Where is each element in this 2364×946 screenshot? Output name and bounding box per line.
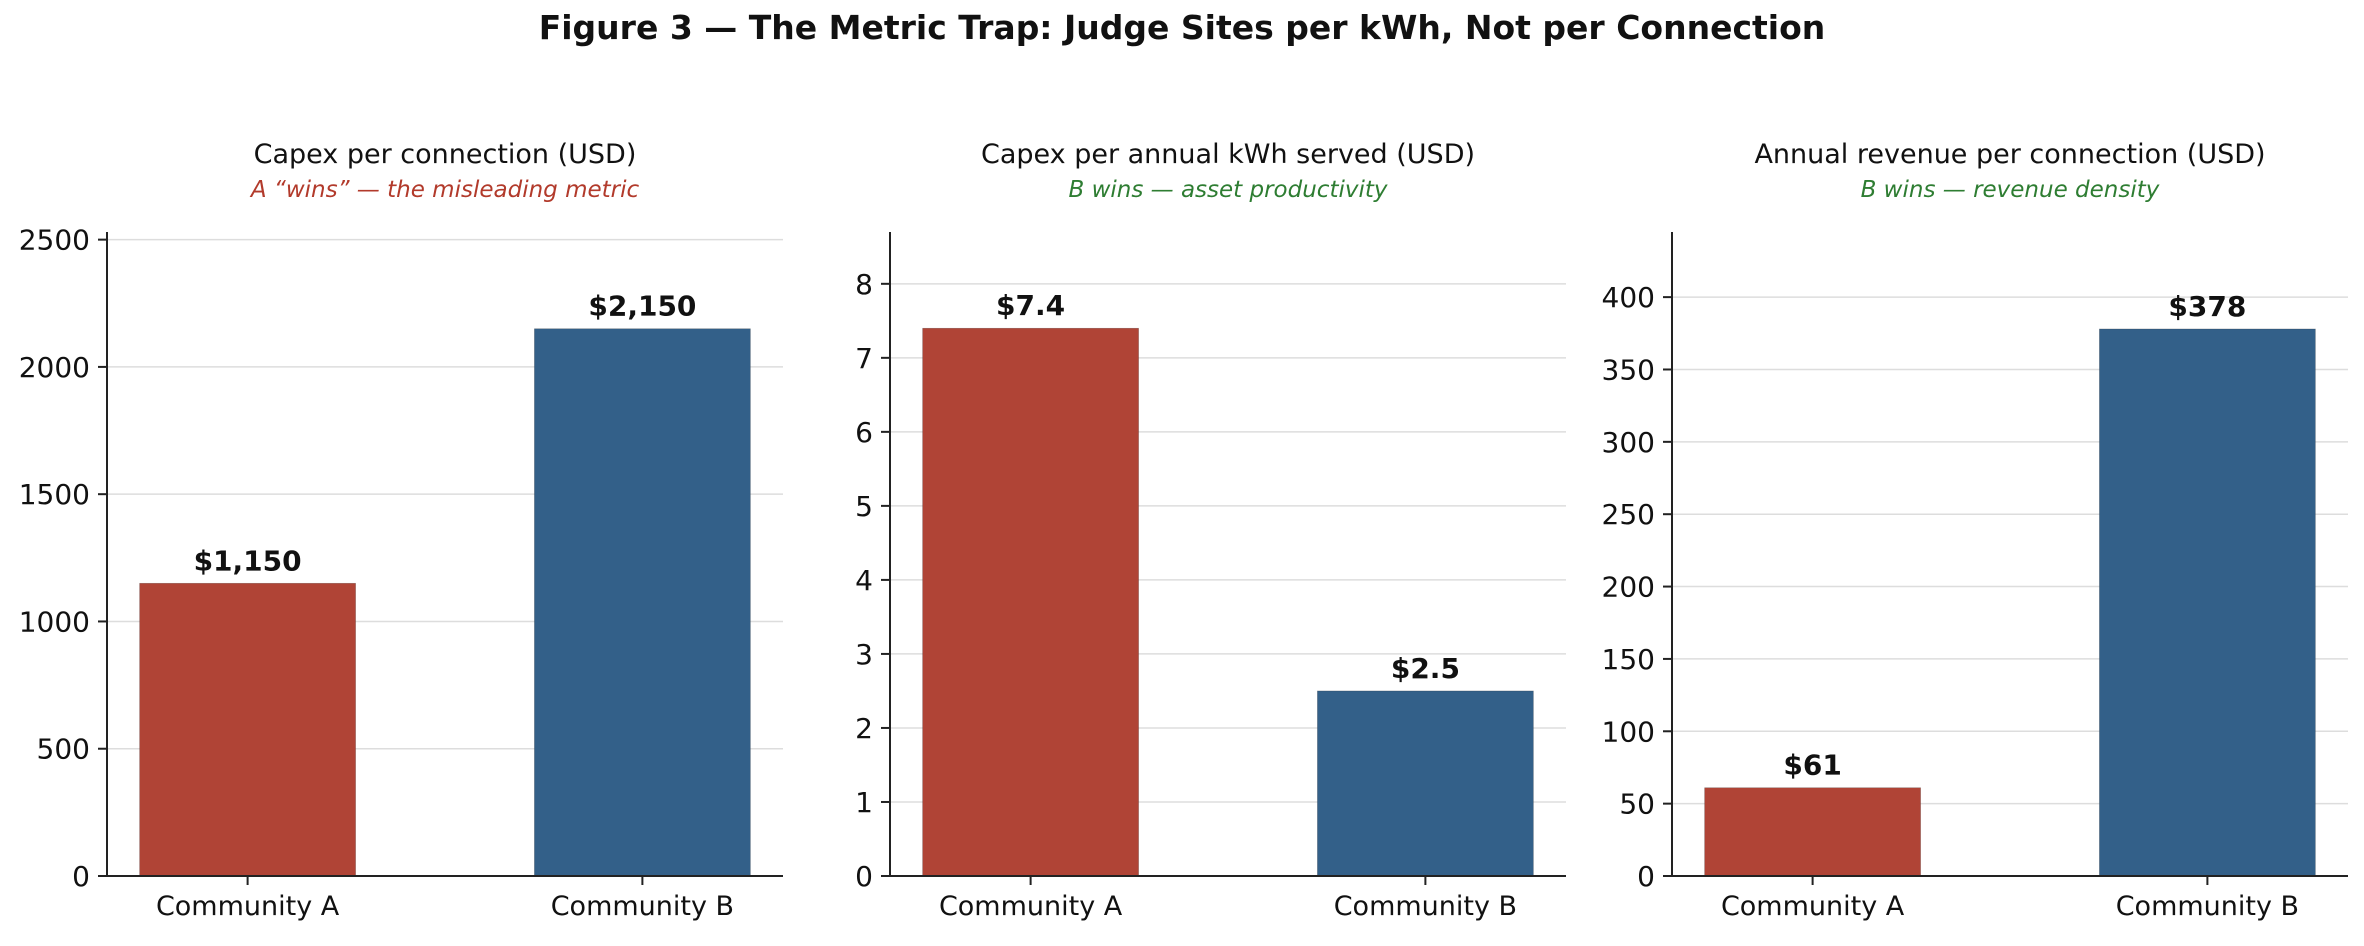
chart-subtitle: A “wins” — the misleading metric — [249, 177, 640, 203]
x-tick-label: Community B — [551, 891, 734, 922]
y-tick-label: 2500 — [19, 224, 90, 257]
x-tick-label: Community A — [1721, 891, 1905, 922]
chart-subtitle: B wins — asset productivity — [1068, 177, 1387, 203]
y-tick-label: 50 — [1619, 788, 1655, 821]
chart-panel-3: Annual revenue per connection (USD) B win… — [1602, 139, 2348, 922]
y-tick-label: 400 — [1602, 281, 1655, 314]
bar-community-b — [534, 328, 751, 877]
data-label: $61 — [1783, 749, 1841, 782]
data-label: $2.5 — [1391, 652, 1460, 685]
bar-community-b — [1317, 690, 1534, 877]
y-tick-label: 250 — [1602, 498, 1655, 531]
y-tick-label: 150 — [1602, 643, 1655, 676]
data-label: $378 — [2168, 290, 2246, 323]
chart-title: Annual revenue per connection (USD) — [1754, 139, 2265, 170]
y-tick-label: 7 — [855, 342, 873, 375]
chart-panel-2: Capex per annual kWh served (USD) B wins … — [855, 139, 1566, 922]
y-tick-label: 200 — [1602, 571, 1655, 604]
chart-title: Capex per annual kWh served (USD) — [981, 139, 1475, 170]
bar-community-a — [1704, 787, 1921, 877]
y-tick-label: 0 — [72, 860, 90, 893]
bar-community-a — [922, 327, 1139, 877]
x-tick-label: Community B — [1334, 891, 1517, 922]
x-tick-label: Community B — [2116, 891, 2299, 922]
y-tick-label: 8 — [855, 268, 873, 301]
y-tick-label: 0 — [1637, 860, 1655, 893]
y-tick-label: 2 — [855, 712, 873, 745]
data-label: $1,150 — [194, 544, 302, 577]
bar-community-b — [2099, 328, 2316, 877]
data-label: $2,150 — [588, 290, 696, 323]
y-tick-label: 4 — [855, 564, 873, 597]
bar-community-a — [139, 582, 356, 877]
y-tick-label: 1 — [855, 786, 873, 819]
y-tick-label: 2000 — [19, 351, 90, 384]
chart-panel-1: Capex per connection (USD) A “wins” — the… — [19, 139, 783, 922]
y-tick-label: 1500 — [19, 478, 90, 511]
data-label: $7.4 — [996, 289, 1065, 322]
y-tick-label: 5 — [855, 490, 873, 523]
x-tick-label: Community A — [939, 891, 1123, 922]
y-tick-label: 100 — [1602, 715, 1655, 748]
figure-title: Figure 3 — The Metric Trap: Judge Sites … — [538, 8, 1826, 47]
y-tick-label: 500 — [37, 733, 90, 766]
chart-title: Capex per connection (USD) — [254, 139, 637, 170]
y-tick-label: 300 — [1602, 426, 1655, 459]
y-tick-label: 0 — [855, 860, 873, 893]
x-tick-label: Community A — [156, 891, 340, 922]
y-tick-label: 1000 — [19, 605, 90, 638]
chart-subtitle: B wins — revenue density — [1861, 177, 2160, 203]
y-tick-label: 6 — [855, 416, 873, 449]
y-tick-label: 350 — [1602, 353, 1655, 386]
y-tick-label: 3 — [855, 638, 873, 671]
